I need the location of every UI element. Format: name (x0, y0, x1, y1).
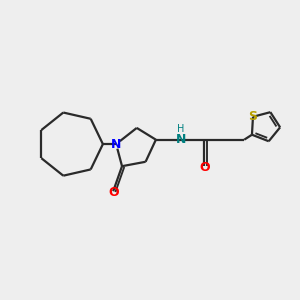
Text: S: S (248, 110, 257, 123)
Text: H: H (177, 124, 184, 134)
Text: N: N (176, 133, 186, 146)
Text: O: O (199, 161, 210, 174)
Text: N: N (111, 138, 121, 151)
Text: O: O (108, 186, 119, 199)
